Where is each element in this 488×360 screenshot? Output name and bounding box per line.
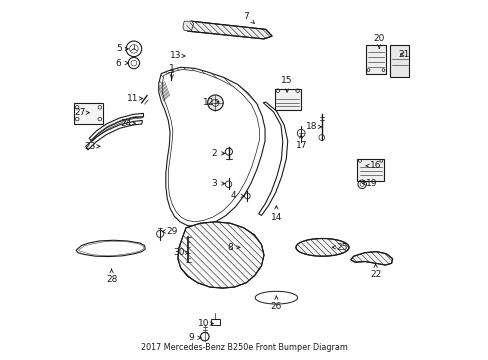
Text: 23: 23 bbox=[84, 142, 100, 151]
Text: 2017 Mercedes-Benz B250e Front Bumper Diagram: 2017 Mercedes-Benz B250e Front Bumper Di… bbox=[141, 343, 347, 352]
Text: 25: 25 bbox=[331, 243, 347, 252]
Text: 28: 28 bbox=[106, 269, 117, 284]
FancyBboxPatch shape bbox=[274, 89, 301, 110]
Polygon shape bbox=[350, 252, 392, 265]
Text: 24: 24 bbox=[120, 119, 135, 128]
Text: 19: 19 bbox=[362, 179, 377, 188]
Text: 29: 29 bbox=[162, 227, 177, 236]
FancyBboxPatch shape bbox=[365, 45, 386, 75]
Text: 16: 16 bbox=[365, 161, 381, 170]
Text: 7: 7 bbox=[243, 12, 254, 23]
Text: 8: 8 bbox=[227, 243, 240, 252]
Polygon shape bbox=[178, 222, 264, 288]
Text: 18: 18 bbox=[305, 122, 321, 131]
Text: 6: 6 bbox=[116, 59, 128, 68]
FancyBboxPatch shape bbox=[389, 45, 408, 77]
FancyBboxPatch shape bbox=[74, 103, 102, 124]
Text: 26: 26 bbox=[270, 296, 282, 311]
Text: 5: 5 bbox=[116, 44, 128, 53]
Text: 30: 30 bbox=[173, 248, 188, 257]
FancyBboxPatch shape bbox=[356, 159, 383, 181]
Text: 12: 12 bbox=[203, 98, 218, 107]
Text: 3: 3 bbox=[211, 179, 224, 188]
Text: 27: 27 bbox=[74, 108, 89, 117]
Polygon shape bbox=[185, 21, 272, 39]
Text: 4: 4 bbox=[231, 192, 244, 201]
Polygon shape bbox=[183, 21, 193, 31]
Text: 10: 10 bbox=[198, 319, 213, 328]
Circle shape bbox=[207, 95, 223, 111]
Text: 2: 2 bbox=[211, 149, 224, 158]
Text: 11: 11 bbox=[127, 94, 142, 103]
Text: 9: 9 bbox=[188, 333, 201, 342]
Text: 21: 21 bbox=[398, 50, 409, 59]
Text: 13: 13 bbox=[169, 51, 184, 60]
Text: 15: 15 bbox=[281, 76, 292, 92]
Text: 20: 20 bbox=[373, 34, 384, 48]
Polygon shape bbox=[295, 238, 348, 256]
Text: 17: 17 bbox=[295, 135, 306, 150]
Text: 1: 1 bbox=[169, 64, 174, 78]
Text: 22: 22 bbox=[369, 264, 381, 279]
Text: 14: 14 bbox=[270, 206, 282, 222]
